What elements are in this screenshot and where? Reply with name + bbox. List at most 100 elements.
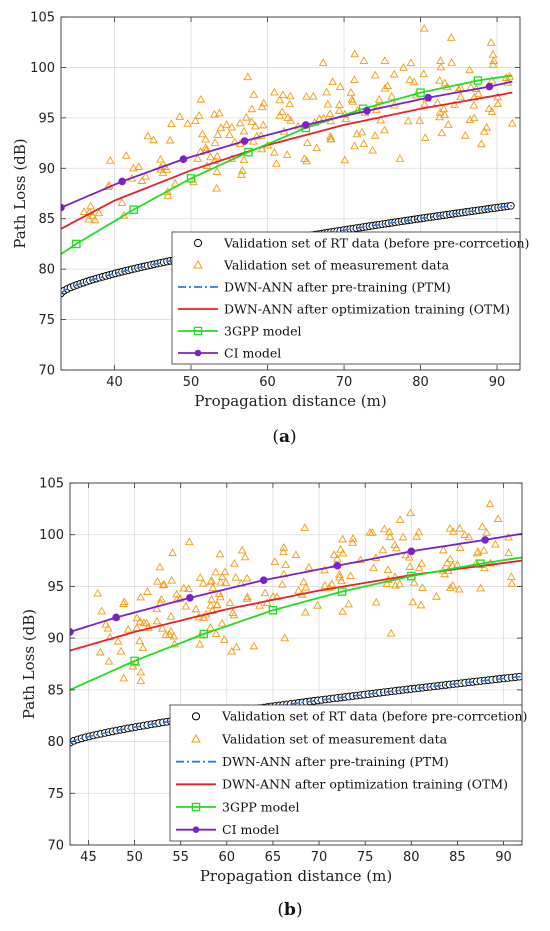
measurement-point [445,523,455,532]
measurement-point [262,598,272,606]
measurement-point [195,573,205,581]
measurement-point [404,552,414,561]
measurement-point [324,583,334,591]
measurement-point [301,582,311,591]
measurement-point [380,84,390,92]
legend-label: 3GPP model [222,799,300,814]
measurement-point [348,534,358,542]
measurement-point [175,112,185,120]
measurement-point [97,606,107,615]
measurement-point [370,131,380,139]
measurement-point [211,629,221,637]
panel-caption: (a) [272,427,296,447]
y-tick-label: 105 [30,11,55,26]
measurement-point [380,56,390,64]
measurement-point [322,87,332,96]
measurement-point [184,584,194,593]
measurement-point [194,111,204,119]
ci-marker [186,594,194,602]
measurement-point [347,94,357,103]
measurement-point [348,538,358,546]
measurement-point [272,159,281,167]
axes-frame [69,482,523,846]
measurement-point [281,560,291,568]
x-tick-label: 90 [495,850,512,865]
measurement-point [369,563,379,572]
y-axis-label: Path Loss (dB) [11,138,29,248]
measurement-point [213,130,223,138]
legend: Validation set of RT data (before pre-co… [169,704,527,842]
y-tick-label: 100 [30,61,55,76]
measurement-point [88,211,98,220]
measurement-point [260,588,270,597]
measurement-point [282,150,292,158]
measurement-point [94,208,104,217]
measurement-point [275,95,285,104]
measurement-point [334,100,344,109]
measurement-point [156,154,165,163]
measurement-point [277,107,287,116]
ci-marker [112,613,120,622]
measurement-point [162,165,172,173]
measurement-point [326,131,335,140]
measurement-point [507,579,517,587]
legend-label: Validation set of RT data (before pre-co… [223,235,529,250]
x-tick-label: 80 [403,850,420,865]
ci-marker [70,628,74,636]
y-axis-label: Path Loss (dB) [20,609,38,719]
measurement-point [279,543,289,551]
measurement-point [376,115,386,124]
measurement-point [300,607,310,616]
measurement-point [231,573,241,581]
legend-label: Validation set of measurement data [221,731,448,746]
measurement-point [201,143,211,151]
measurement-point [344,599,354,608]
measurement-point [380,524,389,533]
y-tick-label: 85 [38,212,55,227]
measurement-point [326,134,336,143]
y-tick-label: 95 [47,580,64,595]
measurement-point [341,114,351,123]
measurement-point [507,118,517,127]
measurement-point [320,581,330,589]
measurement-point [325,109,335,118]
ci-marker [407,547,416,556]
measurement-point [412,532,422,540]
y-tick-label: 70 [38,364,55,379]
y-tick-label: 70 [47,839,64,854]
ci-marker [333,561,342,570]
measurement-point [153,576,162,585]
legend-swatch [193,259,203,269]
measurement-point [380,125,389,134]
measurement-point [329,550,339,559]
measurement-point [157,623,167,632]
measurement-point [286,91,295,100]
ci-marker [240,137,249,145]
measurement-point [336,544,345,553]
3gpp-marker [130,656,139,666]
measurement-point [212,183,222,192]
measurement-point [242,594,252,602]
3gpp-marker [416,88,425,97]
measurement-point [308,91,318,100]
3gpp-marker [199,629,209,639]
measurement-point [450,100,459,108]
y-tick-label: 80 [47,735,64,750]
measurement-point [338,548,348,557]
measurement-point [132,613,142,622]
measurement-point [206,577,216,586]
measurement-point [135,636,144,645]
measurement-point [294,586,303,594]
measurement-point [217,618,227,627]
measurement-point [383,565,393,574]
3gpp-marker [268,605,278,615]
measurement-point [212,151,222,160]
measurement-point [359,56,369,64]
measurement-point [460,131,470,139]
chart-panel-b: 45 50 55 60 65 70 75 80 85 90 70 75 80 85 90 95 100 105 Pr… [20,477,527,921]
measurement-point [207,594,216,603]
measurement-point [257,144,267,153]
measurement-point [440,110,450,118]
measurement-point [432,592,441,600]
measurement-point [477,522,487,530]
